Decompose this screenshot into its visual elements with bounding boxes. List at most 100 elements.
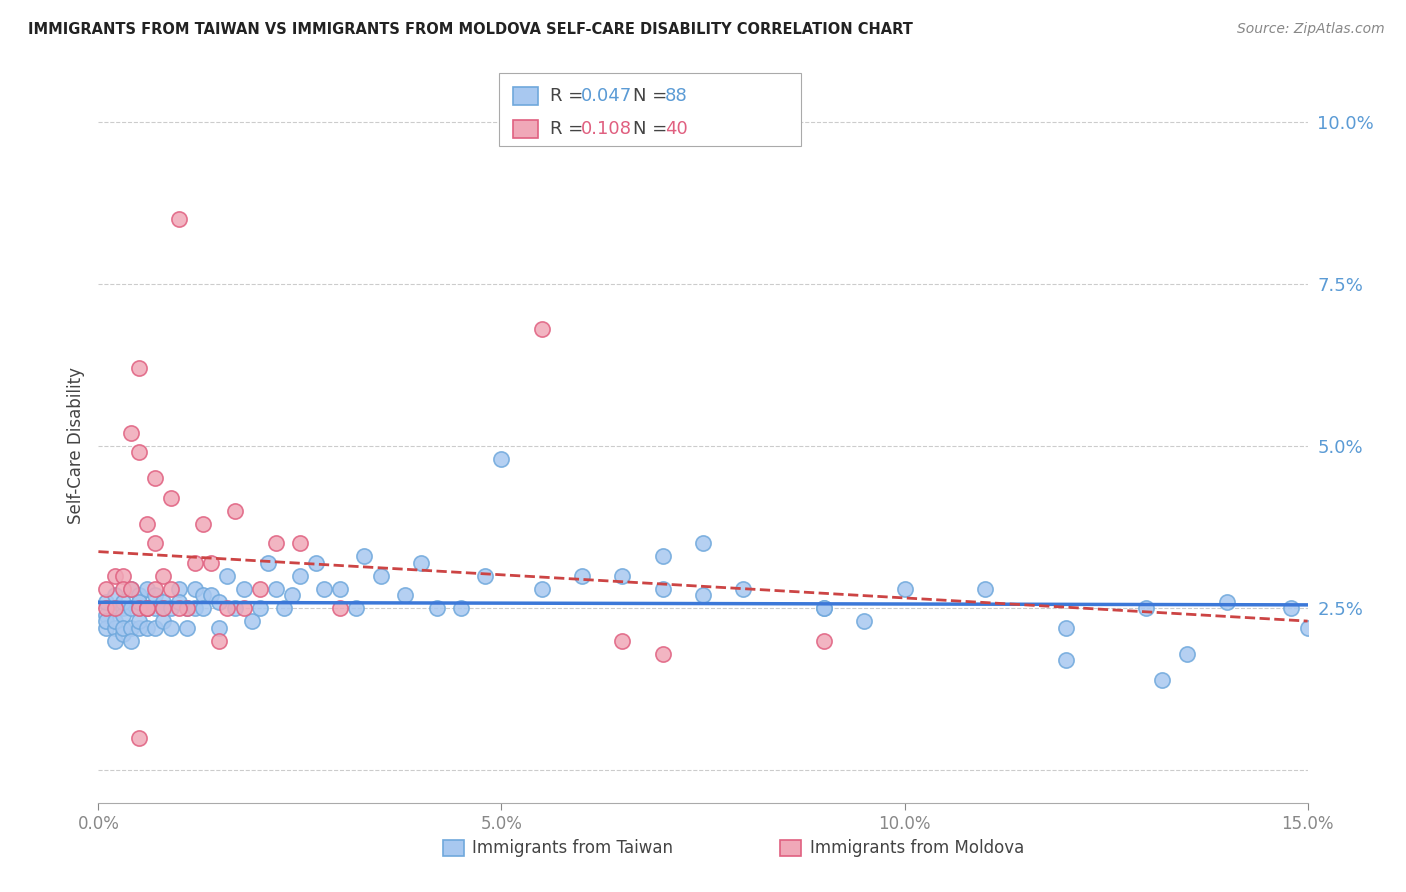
Text: N =: N = xyxy=(633,87,672,105)
Point xyxy=(143,471,166,485)
Point xyxy=(176,601,198,615)
Text: 0.108: 0.108 xyxy=(581,120,631,138)
Point xyxy=(1296,621,1319,635)
Point xyxy=(96,595,118,609)
Point xyxy=(281,588,304,602)
Point xyxy=(329,601,352,615)
Point xyxy=(217,601,239,615)
Point xyxy=(1054,621,1077,635)
Point xyxy=(329,582,352,596)
Point xyxy=(692,536,714,550)
Point xyxy=(409,556,432,570)
Point xyxy=(128,445,150,459)
Point xyxy=(200,556,222,570)
Point xyxy=(96,607,118,622)
Point xyxy=(128,588,150,602)
Text: R =: R = xyxy=(550,120,589,138)
Point xyxy=(111,621,134,635)
Point xyxy=(813,601,835,615)
Point xyxy=(1216,595,1239,609)
Point xyxy=(733,582,755,596)
Point xyxy=(813,633,835,648)
Point xyxy=(120,425,142,440)
Point xyxy=(120,633,142,648)
Point xyxy=(111,607,134,622)
Point xyxy=(184,556,207,570)
Point xyxy=(974,582,997,596)
Point xyxy=(530,582,553,596)
Point xyxy=(176,621,198,635)
Point xyxy=(1152,673,1174,687)
Point xyxy=(120,582,142,596)
Point xyxy=(135,601,157,615)
Text: 40: 40 xyxy=(665,120,688,138)
Point xyxy=(111,568,134,582)
Point xyxy=(103,633,125,648)
Point xyxy=(96,614,118,628)
Point xyxy=(135,582,157,596)
Point xyxy=(111,582,134,596)
Point xyxy=(167,582,190,596)
Point xyxy=(135,601,157,615)
Point xyxy=(128,621,150,635)
Point xyxy=(651,549,673,564)
Point xyxy=(530,322,553,336)
Point xyxy=(193,516,215,531)
Point xyxy=(1281,601,1303,615)
Text: Source: ZipAtlas.com: Source: ZipAtlas.com xyxy=(1237,22,1385,37)
Point xyxy=(128,614,150,628)
Point xyxy=(232,601,254,615)
Point xyxy=(152,601,174,615)
Point xyxy=(96,582,118,596)
Point xyxy=(135,601,157,615)
Point xyxy=(111,595,134,609)
Point xyxy=(853,614,876,628)
Point xyxy=(184,582,207,596)
Point xyxy=(264,536,287,550)
Text: R =: R = xyxy=(550,87,589,105)
Point xyxy=(224,504,246,518)
Point xyxy=(103,621,125,635)
Point xyxy=(120,621,142,635)
Point xyxy=(491,452,513,467)
Point xyxy=(143,588,166,602)
Point xyxy=(160,582,183,596)
Point xyxy=(120,601,142,615)
Point xyxy=(120,582,142,596)
Point xyxy=(450,601,472,615)
Point xyxy=(193,601,215,615)
Point xyxy=(651,647,673,661)
Point xyxy=(426,601,449,615)
Point xyxy=(344,601,367,615)
Point xyxy=(314,582,336,596)
Point xyxy=(893,582,915,596)
Point xyxy=(692,588,714,602)
Point xyxy=(143,582,166,596)
Point xyxy=(232,582,254,596)
Point xyxy=(103,568,125,582)
Point xyxy=(1175,647,1198,661)
Text: 88: 88 xyxy=(665,87,688,105)
Point xyxy=(152,614,174,628)
Point xyxy=(128,731,150,745)
Point xyxy=(305,556,328,570)
Point xyxy=(143,536,166,550)
Point xyxy=(249,601,271,615)
Point xyxy=(612,633,634,648)
Point xyxy=(160,601,183,615)
Point xyxy=(128,595,150,609)
Point xyxy=(273,601,295,615)
Point xyxy=(135,621,157,635)
Text: Immigrants from Taiwan: Immigrants from Taiwan xyxy=(472,839,673,857)
Point xyxy=(152,595,174,609)
Point xyxy=(353,549,375,564)
Point xyxy=(128,361,150,376)
Point xyxy=(264,582,287,596)
Point xyxy=(571,568,593,582)
Point xyxy=(103,601,125,615)
Point xyxy=(103,601,125,615)
Point xyxy=(128,601,150,615)
Point xyxy=(1054,653,1077,667)
Point xyxy=(394,588,416,602)
Point xyxy=(96,601,118,615)
